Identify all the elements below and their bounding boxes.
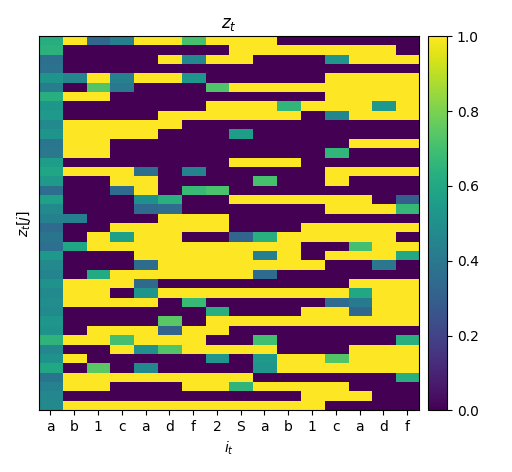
X-axis label: $i_t$: $i_t$	[224, 439, 234, 457]
Y-axis label: $z_t[j]$: $z_t[j]$	[15, 210, 33, 237]
Title: $z_t$: $z_t$	[221, 15, 237, 33]
